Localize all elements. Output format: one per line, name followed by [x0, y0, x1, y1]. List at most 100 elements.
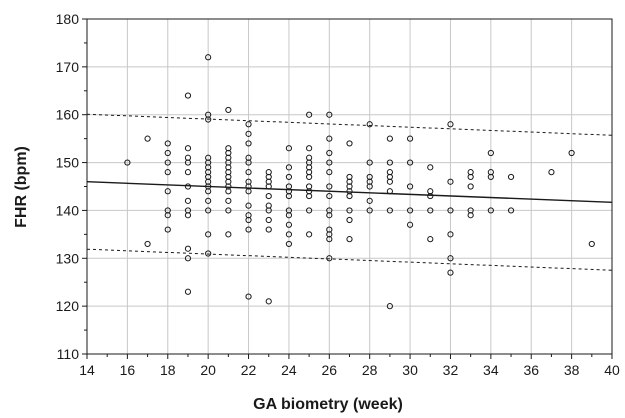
data-point [487, 173, 494, 181]
x-axis-title: GA biometry (week) [253, 396, 403, 413]
data-point [306, 192, 313, 200]
data-point [245, 293, 252, 300]
x-axis: 14 16 18 20 22 24 26 28 30 32 34 36 38 40 [79, 354, 620, 378]
lower-bound-line [86, 248, 613, 271]
data-point [285, 231, 293, 238]
data-point [285, 192, 293, 200]
data-point [548, 169, 555, 176]
data-point [164, 140, 171, 147]
y-tick-label: 130 [56, 250, 80, 266]
data-point [164, 159, 171, 166]
data-point [265, 226, 272, 233]
data-point [386, 188, 393, 195]
data-point [265, 183, 272, 190]
data-point [306, 145, 313, 152]
data-point [326, 135, 333, 142]
y-tick-label: 140 [56, 202, 80, 218]
data-point [164, 188, 171, 195]
data-point [205, 188, 212, 195]
data-point [245, 216, 252, 224]
data-point [386, 178, 393, 185]
y-tick-label: 150 [56, 155, 80, 171]
data-point [406, 207, 414, 214]
data-point [184, 169, 192, 176]
data-point [366, 121, 373, 128]
data-point [386, 135, 393, 142]
data-point [184, 159, 192, 166]
data-point [487, 207, 494, 214]
data-point [346, 140, 353, 147]
data-point [346, 216, 353, 224]
x-tick-label: 32 [443, 362, 459, 378]
x-tick-label: 14 [79, 362, 95, 378]
x-tick-label: 20 [200, 362, 216, 378]
data-point [386, 303, 393, 310]
data-point [487, 149, 494, 157]
x-tick-label: 30 [402, 362, 418, 378]
data-point [326, 255, 333, 262]
data-point [346, 192, 353, 200]
y-tick-label: 120 [56, 298, 80, 314]
data-point [205, 231, 212, 238]
grid-lines [87, 19, 612, 354]
data-point [225, 231, 232, 238]
data-point [265, 216, 272, 224]
x-tick-label: 28 [362, 362, 378, 378]
data-point [285, 164, 293, 171]
data-point [427, 192, 434, 200]
data-point [184, 183, 192, 190]
data-point [507, 173, 515, 181]
data-point [326, 236, 333, 243]
data-point [386, 207, 393, 214]
x-tick-label: 40 [604, 362, 620, 378]
data-points [124, 54, 595, 310]
data-point [285, 240, 293, 248]
data-point [326, 159, 333, 166]
data-point [164, 226, 171, 233]
x-tick-label: 18 [160, 362, 176, 378]
y-tick-label: 160 [56, 107, 80, 123]
data-point [245, 226, 252, 233]
data-point [406, 159, 414, 166]
data-point [386, 159, 393, 166]
data-point [245, 130, 252, 137]
data-point [366, 159, 373, 166]
data-point [225, 106, 232, 114]
data-point [245, 140, 252, 147]
y-tick-label: 180 [56, 11, 80, 27]
data-point [366, 207, 373, 214]
data-point [447, 269, 454, 276]
data-point [588, 240, 595, 248]
x-tick-label: 34 [483, 362, 499, 378]
data-point [467, 183, 474, 190]
data-point [306, 111, 313, 118]
data-point [346, 207, 353, 214]
data-point [164, 169, 171, 176]
data-point [366, 197, 373, 204]
data-point [467, 212, 474, 219]
data-point [265, 192, 272, 200]
x-tick-label: 26 [322, 362, 338, 378]
data-point [265, 207, 272, 214]
data-point [447, 255, 454, 262]
data-point [306, 231, 313, 238]
data-point [447, 207, 454, 214]
data-point [285, 145, 293, 152]
data-point [184, 255, 192, 262]
data-point [184, 197, 192, 204]
fit-line [86, 181, 613, 203]
data-point [225, 188, 232, 195]
upper-bound-line [86, 113, 613, 136]
data-point [366, 183, 373, 190]
data-point [326, 212, 333, 219]
data-point [184, 288, 192, 295]
x-tick-label: 16 [120, 362, 136, 378]
data-point [447, 121, 454, 128]
y-tick-label: 110 [57, 346, 80, 362]
data-point [427, 164, 434, 171]
data-point [124, 159, 131, 166]
y-axis: 110 120 130 140 150 160 170 180 [56, 11, 87, 362]
data-point [245, 159, 252, 166]
data-point [285, 173, 293, 181]
